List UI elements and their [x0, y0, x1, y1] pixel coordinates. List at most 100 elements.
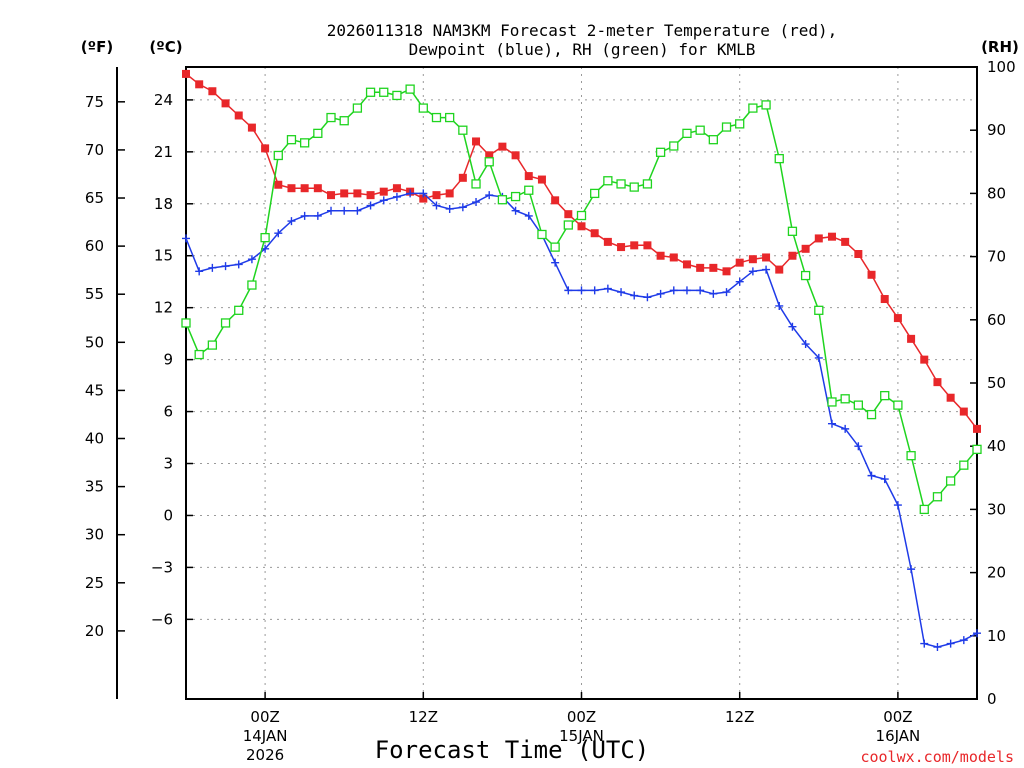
temperature-point	[814, 234, 823, 243]
rh-point	[497, 195, 508, 205]
dewpoint-point	[656, 289, 665, 298]
x-tick-date: 15JAN	[559, 727, 604, 745]
fahrenheit-tick-label: 40	[85, 430, 104, 448]
dewpoint-point	[287, 217, 296, 226]
rh-point	[313, 128, 323, 139]
celsius-tick-label: −6	[151, 610, 173, 628]
dewpoint-point	[880, 475, 889, 484]
temperature-point	[313, 184, 322, 193]
rh-point	[379, 87, 389, 97]
celsius-tick-label: 24	[154, 91, 173, 109]
temperature-point	[854, 250, 863, 259]
temperature-point	[907, 334, 916, 343]
fahrenheit-tick-label: 50	[85, 333, 104, 351]
dewpoint-point	[590, 286, 599, 295]
celsius-tick-label: 3	[163, 455, 173, 473]
dewpoint-point	[827, 419, 836, 428]
celsius-tick-label: 21	[154, 143, 173, 161]
temperature-point	[353, 189, 362, 198]
dewpoint-point	[577, 286, 586, 295]
dewpoint-point	[379, 196, 388, 205]
dewpoint-point	[959, 636, 968, 645]
temperature-point	[300, 184, 309, 193]
temperature-point	[392, 184, 401, 193]
x-tick-label: 00Z	[567, 708, 596, 726]
rh-point	[405, 84, 415, 94]
rh-point	[655, 147, 666, 157]
rh-point	[735, 119, 745, 129]
fahrenheit-tick-label: 65	[85, 189, 104, 207]
celsius-tick-label: −3	[151, 558, 173, 576]
temperature-point	[722, 267, 731, 276]
temperature-point	[432, 191, 441, 200]
rh-point	[286, 135, 297, 145]
dewpoint-point	[247, 255, 256, 264]
temperature-point	[920, 355, 929, 364]
temperature-point	[182, 69, 190, 78]
dewpoint-point	[511, 206, 520, 215]
axes	[116, 66, 978, 700]
rh-point	[339, 116, 349, 126]
dewpoint-point	[419, 189, 428, 198]
celsius-tick-label: 6	[163, 403, 173, 421]
dewpoint-point	[867, 471, 876, 480]
fahrenheit-tick-label: 60	[85, 237, 104, 255]
fahrenheit-tick-label: 30	[85, 526, 104, 544]
rh-point	[853, 400, 863, 410]
rh-tick-label: 40	[987, 437, 1006, 455]
rh-point	[814, 305, 824, 315]
rh-point	[642, 179, 653, 189]
temperature-series	[182, 69, 981, 433]
rh-tick-label: 30	[987, 500, 1006, 518]
rh-point	[880, 390, 890, 401]
dewpoint-point	[801, 340, 810, 349]
dewpoint-point	[841, 424, 850, 433]
grid-lines	[186, 67, 977, 699]
fahrenheit-tick-label: 35	[85, 478, 104, 496]
temperature-point	[221, 99, 230, 108]
dewpoint-point	[854, 442, 863, 451]
x-tick-label: 12Z	[409, 708, 438, 726]
x-tick-label: 12Z	[725, 708, 754, 726]
dewpoint-point	[669, 286, 678, 295]
dewpoint-point	[814, 353, 823, 362]
temperature-point	[208, 87, 217, 96]
dewpoint-point	[208, 263, 217, 272]
rh-point	[524, 185, 534, 195]
temperature-point	[472, 137, 481, 146]
temperature-point	[445, 189, 454, 198]
temperature-point	[603, 237, 612, 246]
rh-point	[774, 153, 784, 164]
rh-point	[959, 460, 969, 470]
chart-title-line2: Dewpoint (blue), RH (green) for KMLB	[409, 40, 756, 59]
temperature-point	[261, 144, 270, 153]
x-axis-label: Forecast Time (UTC)	[375, 736, 650, 764]
rh-point	[629, 182, 639, 192]
fahrenheit-axis-unit: (ºF)	[81, 38, 113, 56]
temperature-point	[933, 378, 942, 387]
dewpoint-point	[946, 639, 955, 648]
temperature-point	[669, 253, 678, 262]
rh-point	[866, 409, 877, 420]
dewpoint-point	[617, 288, 626, 297]
dewpoint-point	[313, 211, 322, 220]
fahrenheit-tick-label: 75	[85, 93, 104, 111]
chart-title-line1: 2026011318 NAM3KM Forecast 2-meter Tempe…	[327, 21, 838, 40]
temperature-point	[959, 407, 968, 416]
rh-point	[471, 179, 481, 189]
temperature-point	[973, 424, 981, 433]
temperature-point	[458, 173, 467, 182]
dewpoint-point	[392, 192, 401, 201]
dewpoint-point	[445, 204, 454, 213]
rh-point	[800, 270, 811, 281]
rh-point	[787, 226, 798, 236]
rh-point	[906, 451, 916, 461]
rh-point	[352, 103, 363, 113]
rh-tick-label: 10	[987, 627, 1006, 645]
fahrenheit-tick-label: 55	[85, 285, 104, 303]
dewpoint-point	[735, 277, 744, 286]
dewpoint-point	[748, 267, 757, 276]
rh-tick-label: 80	[987, 184, 1006, 202]
rh-point	[893, 400, 903, 410]
